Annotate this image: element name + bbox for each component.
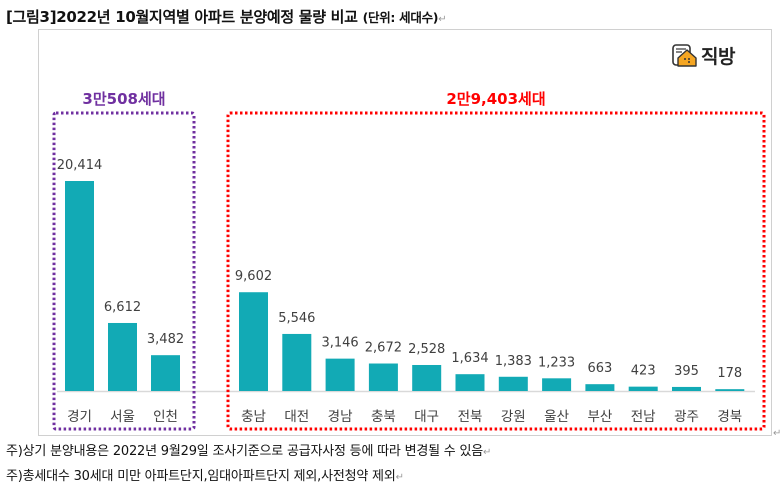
bar-울산 <box>542 378 572 391</box>
bar-경북 <box>715 389 745 391</box>
house-logo-icon <box>672 43 697 67</box>
data-label: 20,414 <box>57 158 103 173</box>
data-label: 9,602 <box>235 269 272 284</box>
category-label: 대구 <box>414 409 439 425</box>
bar-전북 <box>455 374 485 391</box>
data-label: 2,672 <box>365 341 402 356</box>
figure-title-unit: (단위: 세대수) <box>362 10 439 25</box>
data-label: 178 <box>717 366 742 381</box>
zigbang-logo: 직방 <box>672 42 735 69</box>
bar-충북 <box>368 363 398 391</box>
bar-부산 <box>585 384 615 391</box>
bar-광주 <box>672 386 701 391</box>
group-total-label: 3만508세대 <box>82 90 165 108</box>
logo-text: 직방 <box>701 46 735 68</box>
paragraph-mark: ↵ <box>483 447 492 458</box>
bar-서울 <box>108 322 137 391</box>
data-label: 2,528 <box>408 342 445 357</box>
bar-전남 <box>628 386 658 391</box>
data-label: 1,634 <box>451 351 488 366</box>
data-label: 423 <box>631 364 656 379</box>
category-label: 경북 <box>717 409 742 425</box>
group-box-regional <box>226 111 766 431</box>
data-label: 1,233 <box>538 355 575 370</box>
bar-인천 <box>151 355 180 391</box>
data-label: 6,612 <box>104 300 141 315</box>
footnote-1: 주)상기 분양내용은 2022년 9월29일 조사기준으로 공급자사정 등에 따… <box>6 440 491 459</box>
category-label: 대전 <box>284 409 309 425</box>
bar-강원 <box>498 376 528 391</box>
category-label: 울산 <box>544 409 569 425</box>
category-label: 충남 <box>241 409 266 425</box>
category-label: 전북 <box>458 409 483 425</box>
paragraph-mark: ↵ <box>773 428 780 439</box>
data-label: 3,146 <box>321 336 358 351</box>
category-label: 경남 <box>328 409 353 425</box>
group-total-label: 2만9,403세대 <box>446 90 545 108</box>
footnote-2: 주)총세대수 30세대 미만 아파트단지,임대아파트단지 제외,사전청약 제외↵ <box>6 465 404 484</box>
category-label: 전남 <box>631 409 656 425</box>
group-box-capital <box>52 111 196 431</box>
category-label: 인천 <box>153 409 178 425</box>
category-label: 광주 <box>674 409 699 425</box>
paragraph-mark: ↵ <box>438 14 447 25</box>
bar-대전 <box>282 333 312 391</box>
chart-frame <box>38 29 772 436</box>
footnote-1-text: 주)상기 분양내용은 2022년 9월29일 조사기준으로 공급자사정 등에 따… <box>6 444 484 459</box>
figure-title-main: [그림3]2022년 10월지역별 아파트 분양예정 물량 비교 <box>6 8 363 26</box>
data-label: 5,546 <box>278 311 315 326</box>
data-label: 663 <box>587 361 612 376</box>
category-label: 강원 <box>501 409 526 425</box>
data-label: 1,383 <box>495 354 532 369</box>
paragraph-mark: ↵ <box>395 472 404 483</box>
data-label: 395 <box>674 364 699 379</box>
footnote-2-text: 주)총세대수 30세대 미만 아파트단지,임대아파트단지 제외,사전청약 제외 <box>6 469 396 484</box>
bar-경기 <box>65 181 94 391</box>
category-label: 서울 <box>110 409 135 425</box>
bar-충남 <box>239 292 268 391</box>
figure-title: [그림3]2022년 10월지역별 아파트 분양예정 물량 비교 (단위: 세대… <box>6 6 447 27</box>
bar-경남 <box>325 358 355 391</box>
bar-대구 <box>412 364 442 391</box>
category-label: 경기 <box>67 409 92 425</box>
category-label: 부산 <box>587 409 612 425</box>
data-label: 3,482 <box>147 332 184 347</box>
category-label: 충북 <box>371 409 396 425</box>
